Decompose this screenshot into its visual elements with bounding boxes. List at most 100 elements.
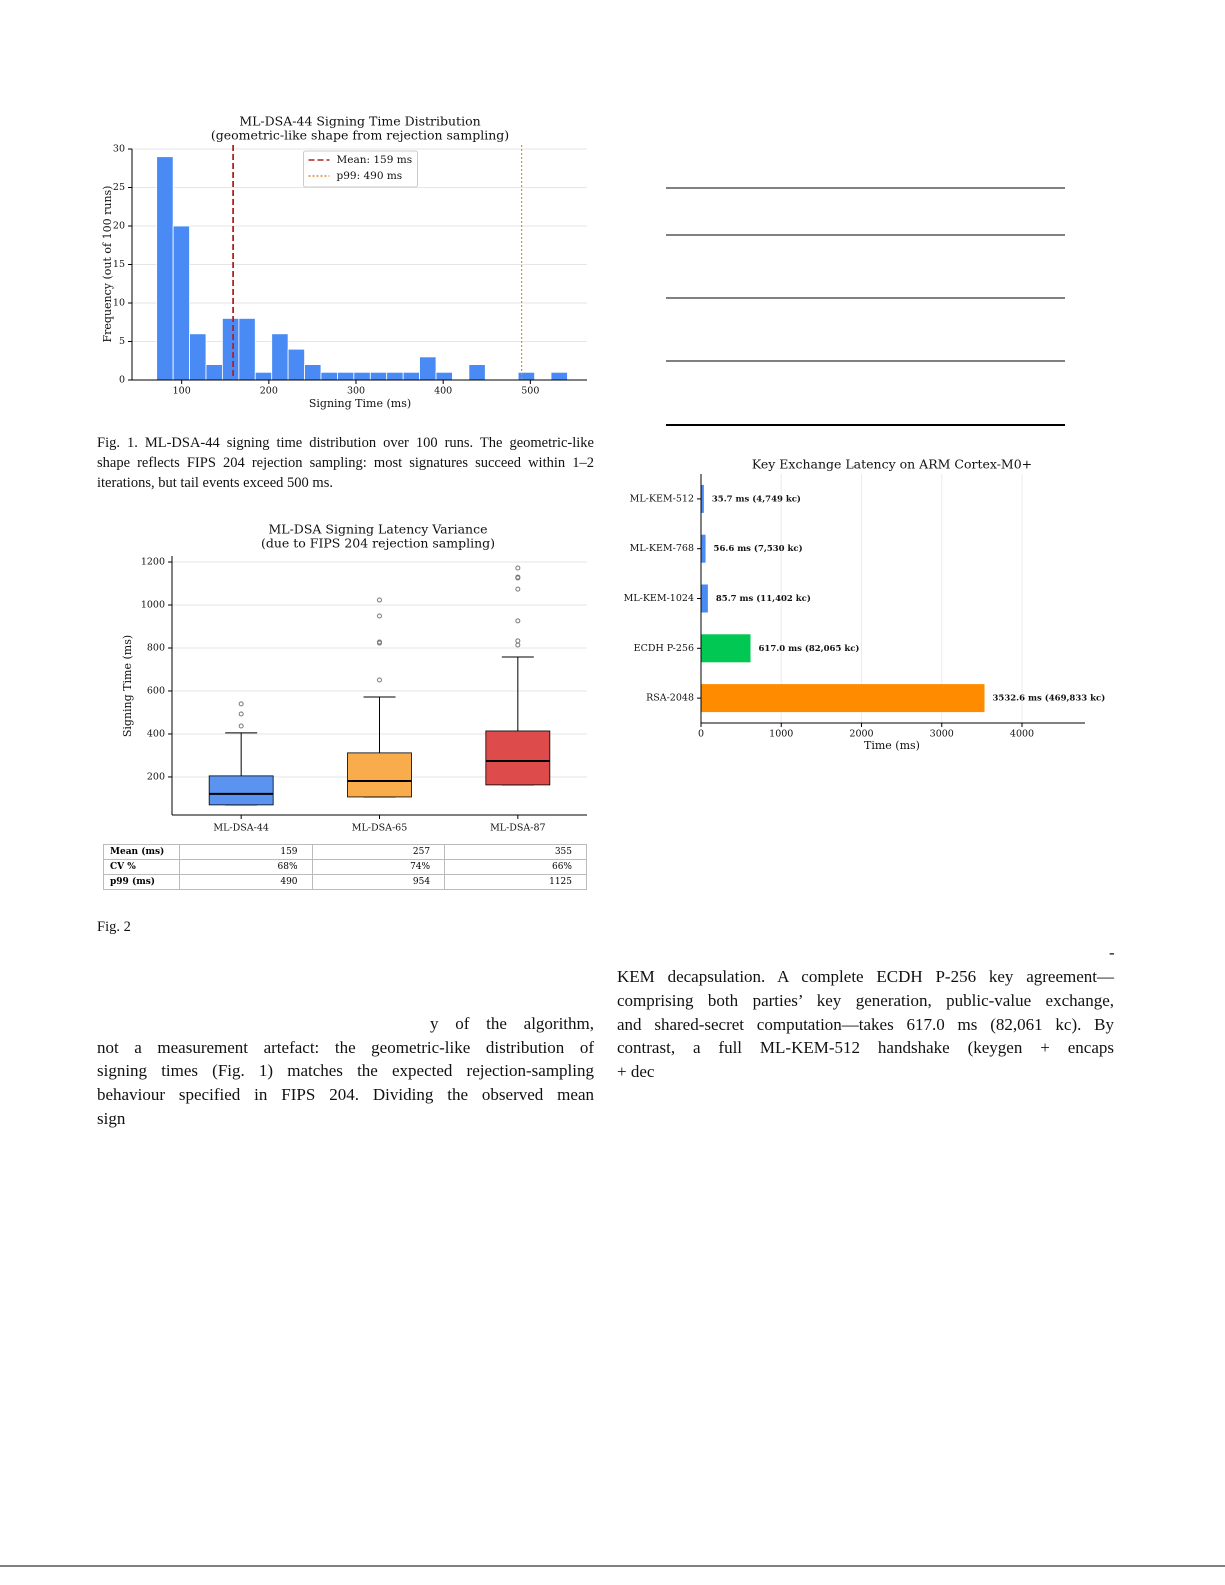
caption: Fig. 2 <box>97 919 131 935</box>
histogram-bar <box>287 348 305 381</box>
histogram-bar <box>435 371 453 381</box>
x-tick-label: 3000 <box>930 729 954 740</box>
x-tick-label: 200 <box>260 386 278 397</box>
histogram-bar <box>221 317 240 381</box>
y-tick-label: 20 <box>113 221 125 232</box>
outlier <box>377 597 382 603</box>
legend-box <box>303 150 418 188</box>
chart-subtitle: (due to FIPS 204 rejection sampling) <box>261 536 495 551</box>
outlier <box>377 639 382 645</box>
histogram-bar <box>337 371 355 381</box>
body-line: sign <box>97 1109 126 1128</box>
outlier <box>515 642 521 648</box>
body-line: behaviour specified in FIPS 204. Dividin… <box>97 1085 594 1104</box>
bar-value-label: 617.0 ms (82,065 kc) <box>759 643 860 654</box>
bar-value-label: 56.6 ms (7,530 kc) <box>714 543 803 554</box>
x-tick-label: 2000 <box>849 729 873 740</box>
bar <box>701 684 985 713</box>
y-axis-label: Frequency (out of 100 runs) <box>101 186 114 343</box>
body-line: - <box>1109 943 1115 962</box>
y-tick-label: ML-KEM-1024 <box>624 593 694 604</box>
outlier <box>377 613 382 619</box>
x-tick-label: 300 <box>347 386 365 397</box>
x-tick-label: 0 <box>698 729 704 740</box>
histogram-bar <box>517 371 536 381</box>
x-axis-label: Time (ms) <box>864 739 920 752</box>
histogram-bar <box>419 356 437 381</box>
y-tick-label: 5 <box>119 336 125 347</box>
y-tick-label: 15 <box>113 259 125 270</box>
x-tick-label: ML-DSA-87 <box>490 823 546 834</box>
body-line: and shared-secret computation—takes 617.… <box>617 1015 1114 1034</box>
table-row: Mean (ms) 159 257 355 <box>103 844 587 860</box>
body-line: KEM decapsulation. A complete ECDH P-256… <box>617 967 1114 986</box>
x-axis-label: Signing Time (ms) <box>309 397 411 410</box>
histogram-bar <box>468 364 486 381</box>
body-line: not a measurement artefact: the geometri… <box>97 1038 594 1057</box>
outlier <box>515 618 521 624</box>
y-tick-label: 10 <box>113 298 125 309</box>
histogram-bar <box>271 333 289 381</box>
histogram-bar <box>156 156 174 381</box>
outlier <box>515 565 521 571</box>
bar-value-label: 35.7 ms (4,749 kc) <box>712 493 801 504</box>
chart-title: Key Exchange Latency on ARM Cortex-M0+ <box>752 457 1032 472</box>
outlier <box>515 638 521 644</box>
y-axis-label: Signing Time (ms) <box>121 635 134 737</box>
x-tick-label: 1000 <box>769 729 793 740</box>
histogram-bar <box>320 371 338 381</box>
bar <box>701 484 704 513</box>
bar-value-label: 3532.6 ms (469,833 kc) <box>992 693 1105 704</box>
outlier <box>377 677 382 683</box>
empty-table-rules <box>666 187 1065 426</box>
histogram-bar <box>369 371 388 381</box>
y-tick-label: 1200 <box>141 557 165 568</box>
cell: p99 (ms) <box>103 874 180 890</box>
y-tick-label: 200 <box>147 771 165 782</box>
cell: 159 <box>179 844 313 860</box>
chart-title: ML-DSA Signing Latency Variance <box>268 522 487 537</box>
y-tick-label: RSA-2048 <box>646 693 694 704</box>
body-line: contrast, a full ML-KEM-512 handshake (k… <box>617 1038 1114 1057</box>
y-tick-label: 600 <box>147 685 165 696</box>
box <box>485 730 551 786</box>
x-tick-label: ML-DSA-44 <box>213 823 269 834</box>
y-tick-label: ML-KEM-512 <box>630 493 694 504</box>
y-tick-label: 25 <box>113 182 125 193</box>
body-line: comprising both parties’ key generation,… <box>617 991 1114 1010</box>
box <box>347 752 412 798</box>
histogram-bar <box>254 371 273 381</box>
cell: 68% <box>179 859 313 875</box>
cell: Mean (ms) <box>103 844 180 860</box>
chart-title: ML-DSA-44 Signing Time Distribution <box>239 114 480 129</box>
y-tick-label: ML-KEM-768 <box>630 543 694 554</box>
histogram-bar <box>172 225 190 381</box>
bar-value-label: 85.7 ms (11,402 kc) <box>716 593 811 604</box>
table-row: CV % 68% 74% 66% <box>103 859 587 875</box>
histogram-bar <box>304 364 322 381</box>
outlier <box>238 701 244 707</box>
box <box>208 775 274 806</box>
outlier <box>238 723 244 729</box>
bar <box>701 584 708 613</box>
x-tick-label: 4000 <box>1010 729 1034 740</box>
cell: 1125 <box>444 874 587 890</box>
outlier <box>515 574 521 580</box>
histogram-bar <box>353 371 371 381</box>
cell: 490 <box>179 874 313 890</box>
cell: 355 <box>444 844 587 860</box>
histogram-bar <box>550 371 568 381</box>
x-tick-label: 400 <box>434 386 452 397</box>
cell: 257 <box>311 844 446 860</box>
cell: 74% <box>311 859 446 875</box>
y-tick-label: 400 <box>147 728 165 739</box>
legend-label: Mean: 159 ms <box>337 154 413 166</box>
body-line: signing times (Fig. 1) matches the expec… <box>97 1061 594 1080</box>
bar <box>701 534 706 563</box>
cell: 954 <box>311 874 446 890</box>
stats-table: Mean (ms) 159 257 355 CV % 68% 74% 66% p99 (ms… <box>103 844 587 890</box>
chart-subtitle: (geometric-like shape from rejection sam… <box>211 128 509 143</box>
outlier <box>515 586 521 592</box>
